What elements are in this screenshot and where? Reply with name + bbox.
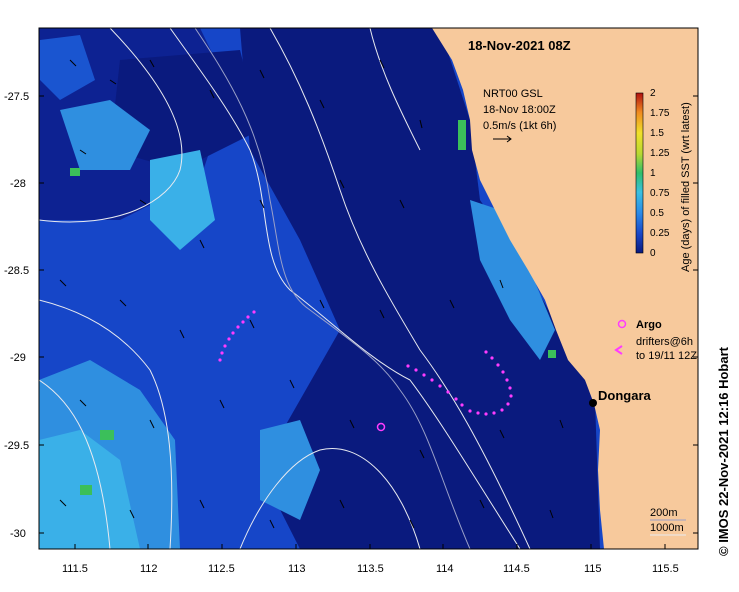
x-tick-label: 113 [288,563,306,575]
y-axis [39,95,698,534]
colorbar-ticks: 2 1.75 1.5 1.25 1 0.75 0.5 0.25 0 [650,88,670,259]
argo-legend-label: Argo [636,319,662,331]
colorbar-tick-label: 0.25 [650,228,670,239]
drifter-legend-icon [614,345,623,355]
colorbar-tick-label: 1.25 [650,148,670,159]
ocean-light-patch-nw2 [40,35,95,100]
dongara-marker [589,399,597,407]
x-tick-label: 113.5 [357,563,384,575]
argo-float-marker [376,422,386,432]
map-title: 18-Nov-2021 08Z [468,38,571,53]
map-frame [38,27,699,550]
depth-legend-200m: 200m [650,507,678,519]
colorbar-tick-label: 2 [650,88,656,99]
map-area [39,28,698,549]
argo-legend-icon [617,319,627,329]
colorbar-tick-label: 0.75 [650,188,670,199]
x-tick-label: 112 [140,563,158,575]
credit-text: © IMOS 22-Nov-2021 12:16 Hobart [716,346,731,556]
x-tick-label: 112.5 [208,563,235,575]
colorbar-tick-label: 1.5 [650,128,664,139]
current-legend-line3: 0.5m/s (1kt 6h) [483,120,556,132]
green-patch [80,485,92,495]
x-tick-label: 114.5 [503,563,530,575]
y-tick-label: -29 [10,352,26,364]
colorbar-tick-label: 0 [650,248,656,259]
green-patch [458,120,466,150]
ocean-deep-region [240,28,600,549]
x-axis [74,544,666,549]
depth-contours-200m [194,28,471,549]
y-tick-label: -27.5 [4,91,29,103]
x-tick-label: 115.5 [652,563,679,575]
colorbar-label: Age (days) of filled SST (wrt latest) [680,102,692,272]
current-legend-line1: NRT00 GSL [483,88,543,100]
green-patch [70,168,80,176]
y-tick-label: -29.5 [4,440,29,452]
depth-legend-1000m: 1000m [650,522,684,534]
ocean-light-patch-coast [470,200,555,360]
ocean-cyan-patch-mid [150,150,215,250]
current-scale-arrow-icon [493,135,512,143]
current-vectors [59,59,564,529]
drifter-legend-line2: to 19/11 12Z [636,350,697,362]
green-patch [100,430,114,440]
colorbar [635,92,644,254]
green-patch [548,350,556,358]
drifter-legend-line1: drifters@6h [636,336,693,348]
ocean-deep-region-north [110,50,260,170]
colorbar-tick-label: 1 [650,168,656,179]
y-tick-label: -30 [10,528,26,540]
colorbar-tick-label: 0.5 [650,208,664,219]
colorbar-tick-label: 1.75 [650,108,670,119]
depth-contours [39,28,531,549]
land-mass [432,28,698,549]
x-tick-label: 114 [436,563,454,575]
y-tick-label: -28 [10,178,26,190]
ocean-light-patch-nw [60,100,150,170]
x-tick-label: 111.5 [62,563,88,575]
x-tick-label: 115 [584,563,602,575]
y-tick-label: -28.5 [4,265,29,277]
drifter-tracks [218,310,513,416]
current-legend-line2: 18-Nov 18:00Z [483,104,556,116]
place-label-dongara: Dongara [598,388,652,403]
